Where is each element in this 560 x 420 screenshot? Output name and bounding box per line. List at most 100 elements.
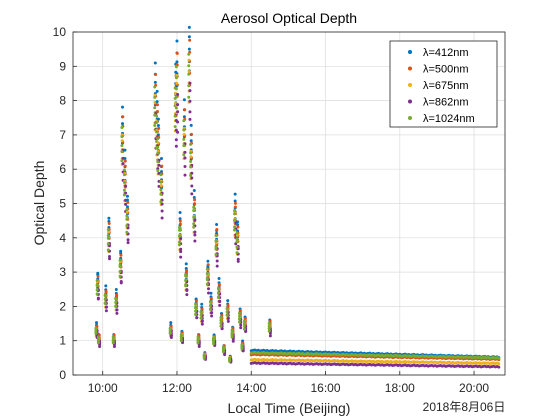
data-point [215,223,219,227]
data-point [208,304,212,308]
data-point [94,327,98,331]
data-point [230,333,234,337]
data-point [193,233,197,237]
legend-label: λ=675nm [423,80,469,92]
data-point [103,297,107,301]
data-point [118,269,122,273]
data-point [104,284,108,288]
data-point [202,353,206,357]
data-point [125,210,129,214]
data-point [177,225,181,229]
data-point [235,245,239,249]
data-point [108,257,111,261]
data-point [220,327,224,331]
data-point [189,165,193,169]
data-point [179,250,183,254]
data-point [190,192,194,196]
data-point [120,150,124,154]
y-tick-label: 9 [59,59,66,73]
data-point [96,296,100,300]
data-point [159,173,163,177]
data-point [188,99,192,103]
data-point [234,242,238,246]
data-point [160,164,164,168]
data-point [188,38,192,42]
data-point [242,322,246,326]
data-point [177,240,181,244]
data-point [193,198,197,202]
data-point [187,69,191,73]
data-point [219,324,223,328]
data-point [192,196,196,199]
data-point [103,293,107,297]
data-point [217,282,221,286]
data-point [233,192,237,196]
data-point [178,219,182,223]
data-point [226,319,230,323]
data-point [226,304,230,308]
data-point [178,222,182,226]
data-point [183,173,187,177]
data-point [111,337,115,341]
data-point [193,202,197,206]
data-point [235,231,239,235]
data-point [159,188,163,192]
data-point [236,220,240,224]
data-point [104,305,108,309]
legend-marker [408,116,412,120]
data-point [108,254,111,258]
data-point [176,110,180,114]
data-point [95,288,99,292]
data-point [96,271,100,275]
data-point [95,278,99,282]
data-point [120,144,124,148]
data-point [156,141,160,145]
data-point [210,314,214,318]
data-point [214,234,218,238]
x-tick-label: 18:00 [385,381,415,395]
data-point [160,209,164,213]
data-point [118,263,122,267]
data-point [182,119,186,123]
data-point [154,72,158,76]
data-point [183,156,187,160]
data-point [155,100,159,104]
data-point [104,289,108,293]
data-point [199,316,203,320]
data-point [168,327,172,331]
data-point [192,209,196,213]
data-point [156,133,160,137]
data-point [169,321,173,325]
data-point [230,331,234,335]
data-point [126,241,130,245]
data-point [175,81,179,85]
data-point [175,51,179,55]
data-point [120,159,124,163]
data-point [187,52,191,56]
data-point [228,356,232,360]
data-point [205,276,209,280]
data-point [168,331,172,335]
data-point [155,89,159,93]
data-point [174,95,178,99]
data-point [156,117,160,121]
data-point [497,365,501,369]
data-point [189,159,193,163]
data-point [200,307,204,311]
x-tick-label: 16:00 [311,381,341,395]
data-point [106,248,110,252]
data-point [123,148,127,152]
chart-title: Aerosol Optical Depth [221,10,357,26]
data-point [193,230,197,234]
data-point [190,176,194,180]
data-point [125,208,129,212]
data-point [187,58,191,62]
axes: 0 1 2 3 4 5 6 7 8 9 10 10:00 12:00 14:00 16:00 18:00 20:… [53,25,490,395]
data-point [106,228,110,232]
data-point [214,239,218,243]
data-point [112,345,116,349]
data-point [174,65,178,69]
data-point [125,198,129,202]
data-point [96,335,100,339]
data-point [125,194,129,198]
